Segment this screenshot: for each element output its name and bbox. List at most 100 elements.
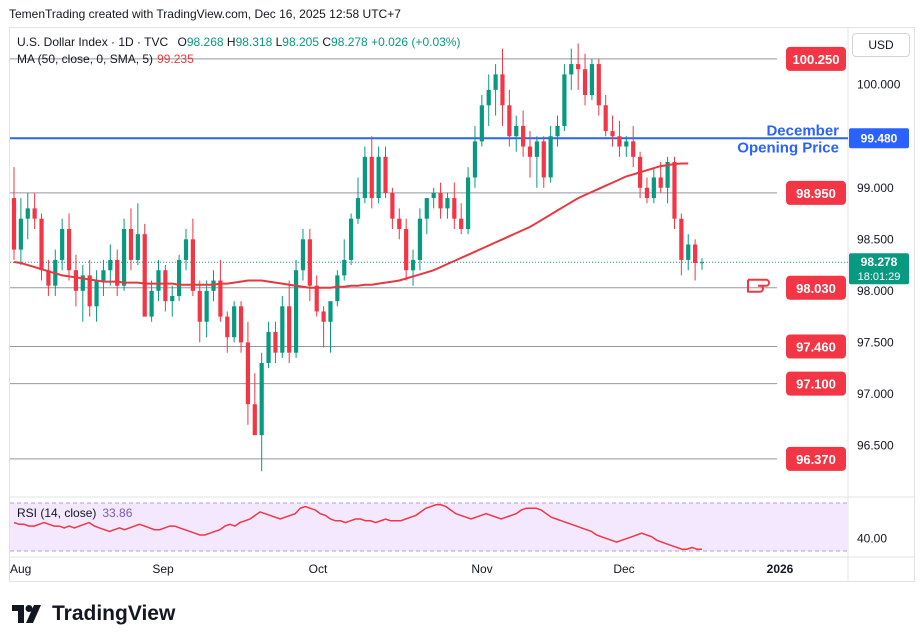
candle-body bbox=[300, 239, 306, 271]
candle-body bbox=[163, 270, 168, 302]
candle-body bbox=[73, 270, 79, 291]
candle-body bbox=[335, 275, 340, 302]
current-price-box bbox=[849, 253, 909, 285]
candle-body bbox=[183, 239, 189, 260]
ma-line bbox=[13, 162, 689, 289]
x-tick-label: 2026 bbox=[767, 562, 794, 576]
rsi-level-label: 40.00 bbox=[857, 532, 887, 546]
candle-body bbox=[459, 218, 464, 229]
candle-body bbox=[617, 136, 622, 147]
candle-body bbox=[410, 259, 416, 271]
candle-body bbox=[679, 218, 684, 260]
candle-body bbox=[259, 363, 264, 436]
candle-body bbox=[80, 275, 85, 291]
candle-body bbox=[245, 342, 251, 405]
candle-body bbox=[569, 64, 574, 75]
low-value: 98.205 bbox=[282, 35, 319, 49]
candle-body bbox=[562, 74, 567, 126]
opening-price-title-1: December bbox=[766, 122, 839, 139]
candle-body bbox=[686, 244, 691, 260]
x-tick-label: Aug bbox=[10, 562, 31, 576]
level-label: 100.250 bbox=[793, 52, 840, 67]
level-label: 98.950 bbox=[796, 186, 836, 201]
candle-body bbox=[431, 192, 436, 199]
candle-body bbox=[527, 146, 533, 157]
candle-body bbox=[342, 259, 347, 276]
candle-body bbox=[135, 234, 140, 260]
level-label: 96.370 bbox=[796, 452, 836, 467]
candle-body bbox=[32, 208, 37, 219]
symbol-legend: U.S. Dollar Index · 1D · TVC O98.268 H98… bbox=[17, 35, 460, 49]
candle-body bbox=[46, 270, 51, 286]
y-tick-label: 97.500 bbox=[857, 335, 894, 349]
rsi-line bbox=[13, 504, 702, 550]
candle-body bbox=[665, 162, 670, 188]
level-label: 98.030 bbox=[796, 281, 836, 296]
opening-price-label: 99.480 bbox=[861, 131, 898, 145]
tradingview-brand[interactable]: TradingView bbox=[12, 602, 175, 626]
candle-body bbox=[452, 198, 457, 219]
chart-credit: TemenTrading created with TradingView.co… bbox=[9, 7, 401, 21]
opening-price-box bbox=[849, 128, 909, 149]
rsi-label: RSI (14, close) bbox=[17, 506, 97, 520]
candle-body bbox=[232, 306, 237, 338]
candle-body bbox=[293, 270, 299, 353]
candle-body bbox=[514, 125, 519, 137]
candle-body bbox=[631, 141, 636, 157]
candle-body bbox=[273, 332, 278, 353]
candle-body bbox=[651, 177, 656, 199]
candle-body bbox=[438, 192, 443, 209]
candle-body bbox=[624, 141, 629, 147]
change-value: +0.026 (+0.03%) bbox=[371, 35, 461, 49]
currency-button[interactable]: USD bbox=[852, 33, 910, 57]
candle-body bbox=[541, 141, 546, 178]
rsi-band bbox=[10, 503, 848, 551]
y-tick-label: 100.000 bbox=[857, 78, 901, 92]
candle-body bbox=[445, 198, 450, 209]
candle-body bbox=[534, 141, 539, 157]
candle-body bbox=[128, 229, 134, 260]
candle-body bbox=[11, 198, 17, 250]
candle-body bbox=[170, 296, 175, 302]
candle-body bbox=[190, 239, 195, 291]
candle-body bbox=[472, 141, 478, 178]
countdown-label: 18:01:29 bbox=[858, 271, 901, 283]
tradingview-logo-icon bbox=[12, 605, 41, 623]
candle-body bbox=[369, 156, 374, 199]
candle-body bbox=[252, 404, 257, 436]
y-tick-label: 99.000 bbox=[857, 181, 894, 195]
high-label: H bbox=[226, 35, 236, 49]
candle-body bbox=[417, 218, 423, 260]
opening-price-title-2: Opening Price bbox=[737, 139, 839, 156]
candle-body bbox=[349, 218, 354, 260]
candle-body bbox=[197, 290, 202, 322]
candle-body bbox=[25, 208, 30, 219]
candle-body bbox=[555, 125, 560, 137]
candle-body bbox=[397, 218, 402, 229]
candle-body bbox=[142, 234, 147, 317]
pointing-hand-path bbox=[747, 278, 770, 293]
candle-body bbox=[156, 270, 161, 291]
ma-label: MA (50, close, 0, SMA, 5) bbox=[17, 52, 154, 66]
symbol-title[interactable]: U.S. Dollar Index · 1D · TVC bbox=[17, 35, 169, 49]
candle-body bbox=[108, 259, 113, 271]
candle-body bbox=[101, 270, 106, 281]
candle-body bbox=[500, 74, 505, 106]
candle-body bbox=[603, 105, 608, 132]
x-tick-label: Sep bbox=[152, 562, 174, 576]
candle-body bbox=[383, 156, 388, 193]
candle-body bbox=[87, 275, 92, 307]
candle-body bbox=[204, 290, 209, 322]
pointing-hand-icon bbox=[747, 278, 770, 293]
candle-body bbox=[39, 218, 44, 271]
candle-body bbox=[658, 177, 663, 188]
candle-body bbox=[521, 125, 526, 147]
ma-legend[interactable]: MA (50, close, 0, SMA, 5) 99.235 bbox=[17, 52, 194, 66]
candle-body bbox=[307, 239, 312, 286]
candle-body bbox=[328, 301, 333, 322]
rsi-legend[interactable]: RSI (14, close) 33.86 bbox=[17, 506, 132, 520]
level-label: 97.460 bbox=[796, 340, 836, 355]
close-value: 98.278 bbox=[331, 35, 368, 49]
candle-body bbox=[404, 229, 409, 271]
